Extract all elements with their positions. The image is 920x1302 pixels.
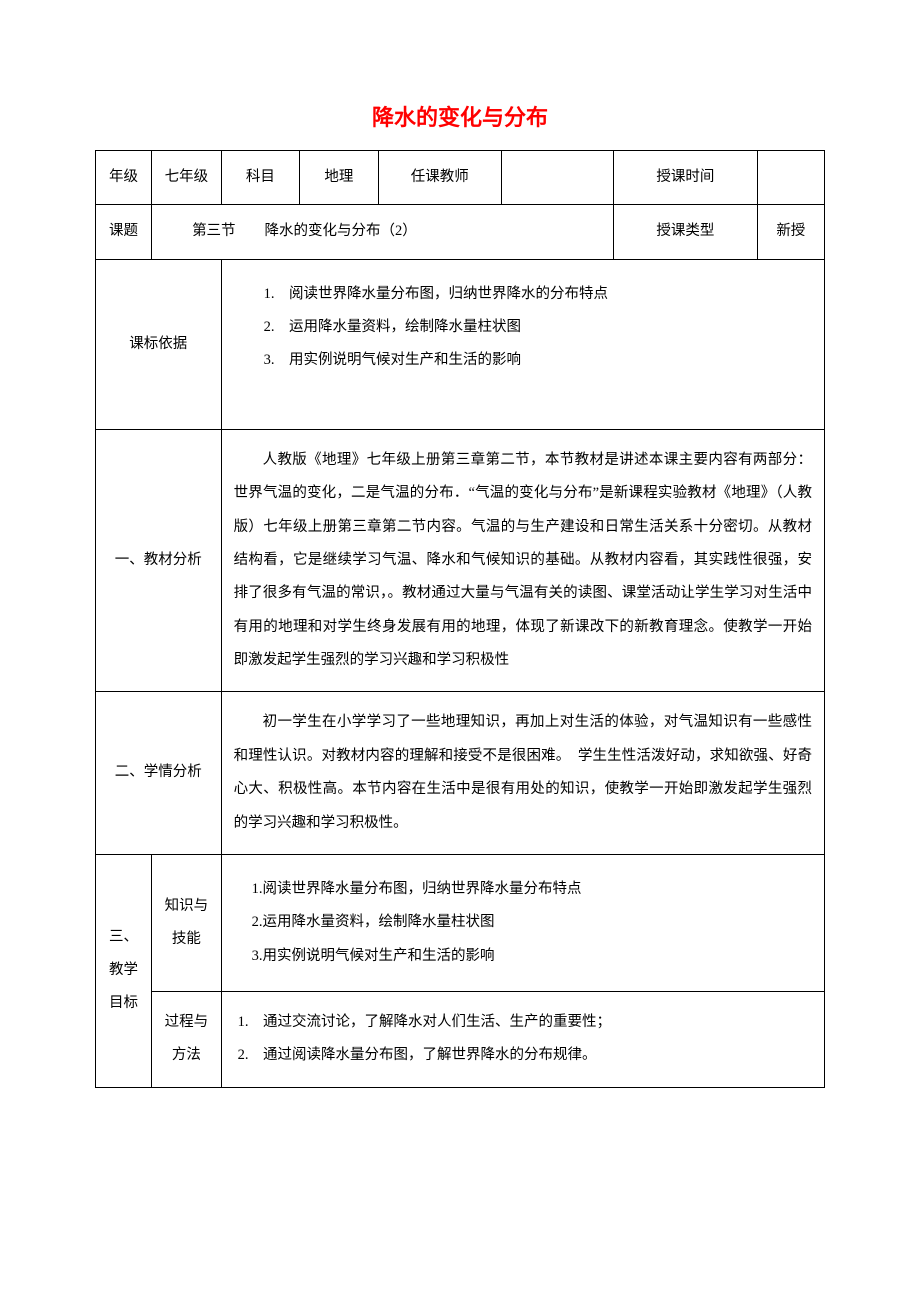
grade-label: 年级 xyxy=(96,151,152,205)
page-title: 降水的变化与分布 xyxy=(95,100,825,132)
standards-item: 2. 运用降水量资料，绘制降水量柱状图 xyxy=(264,311,812,344)
knowledge-item: 1.阅读世界降水量分布图，归纳世界降水量分布特点 xyxy=(252,873,812,906)
grade-value: 七年级 xyxy=(152,151,222,205)
standards-label: 课标依据 xyxy=(96,259,222,429)
process-content: 1. 通过交流讨论，了解降水对人们生活、生产的重要性； 2. 通过阅读降水量分布… xyxy=(221,991,824,1087)
table-row: 过程与方法 1. 通过交流讨论，了解降水对人们生活、生产的重要性； 2. 通过阅… xyxy=(96,991,825,1087)
knowledge-item: 2.运用降水量资料，绘制降水量柱状图 xyxy=(252,906,812,939)
standards-content: 1. 阅读世界降水量分布图，归纳世界降水的分布特点 2. 运用降水量资料，绘制降… xyxy=(221,259,824,429)
standards-item-spacer xyxy=(264,378,812,411)
subject-value: 地理 xyxy=(300,151,379,205)
table-row: 年级 七年级 科目 地理 任课教师 授课时间 xyxy=(96,151,825,205)
lesson-plan-table: 年级 七年级 科目 地理 任课教师 授课时间 课题 第三节 降水的变化与分布（2… xyxy=(95,150,825,1088)
topic-value: 第三节 降水的变化与分布（2） xyxy=(152,205,614,259)
textbook-label: 一、教材分析 xyxy=(96,430,222,692)
table-row: 二、学情分析 初一学生在小学学习了一些地理知识，再加上对生活的体验，对气温知识有… xyxy=(96,692,825,854)
teacher-label: 任课教师 xyxy=(378,151,501,205)
learners-label: 二、学情分析 xyxy=(96,692,222,854)
table-row: 课标依据 1. 阅读世界降水量分布图，归纳世界降水的分布特点 2. 运用降水量资… xyxy=(96,259,825,429)
standards-item: 1. 阅读世界降水量分布图，归纳世界降水的分布特点 xyxy=(264,278,812,311)
topic-label: 课题 xyxy=(96,205,152,259)
standards-item: 3. 用实例说明气候对生产和生活的影响 xyxy=(264,344,812,377)
textbook-content: 人教版《地理》七年级上册第三章第二节，本节教材是讲述本课主要内容有两部分：世界气… xyxy=(221,430,824,692)
time-label: 授课时间 xyxy=(614,151,758,205)
teacher-value xyxy=(501,151,613,205)
type-value: 新授 xyxy=(757,205,824,259)
time-value xyxy=(757,151,824,205)
subject-label: 科目 xyxy=(221,151,300,205)
process-label: 过程与方法 xyxy=(152,991,222,1087)
type-label: 授课类型 xyxy=(614,205,758,259)
process-item: 2. 通过阅读降水量分布图，了解世界降水的分布规律。 xyxy=(238,1039,812,1072)
learners-content: 初一学生在小学学习了一些地理知识，再加上对生活的体验，对气温知识有一些感性和理性… xyxy=(221,692,824,854)
knowledge-content: 1.阅读世界降水量分布图，归纳世界降水量分布特点 2.运用降水量资料，绘制降水量… xyxy=(221,854,824,991)
table-row: 三、教学目标 知识与技能 1.阅读世界降水量分布图，归纳世界降水量分布特点 2.… xyxy=(96,854,825,991)
table-row: 一、教材分析 人教版《地理》七年级上册第三章第二节，本节教材是讲述本课主要内容有… xyxy=(96,430,825,692)
knowledge-label: 知识与技能 xyxy=(152,854,222,991)
process-item: 1. 通过交流讨论，了解降水对人们生活、生产的重要性； xyxy=(238,1006,812,1039)
table-row: 课题 第三节 降水的变化与分布（2） 授课类型 新授 xyxy=(96,205,825,259)
objectives-label: 三、教学目标 xyxy=(96,854,152,1087)
knowledge-item: 3.用实例说明气候对生产和生活的影响 xyxy=(252,940,812,973)
